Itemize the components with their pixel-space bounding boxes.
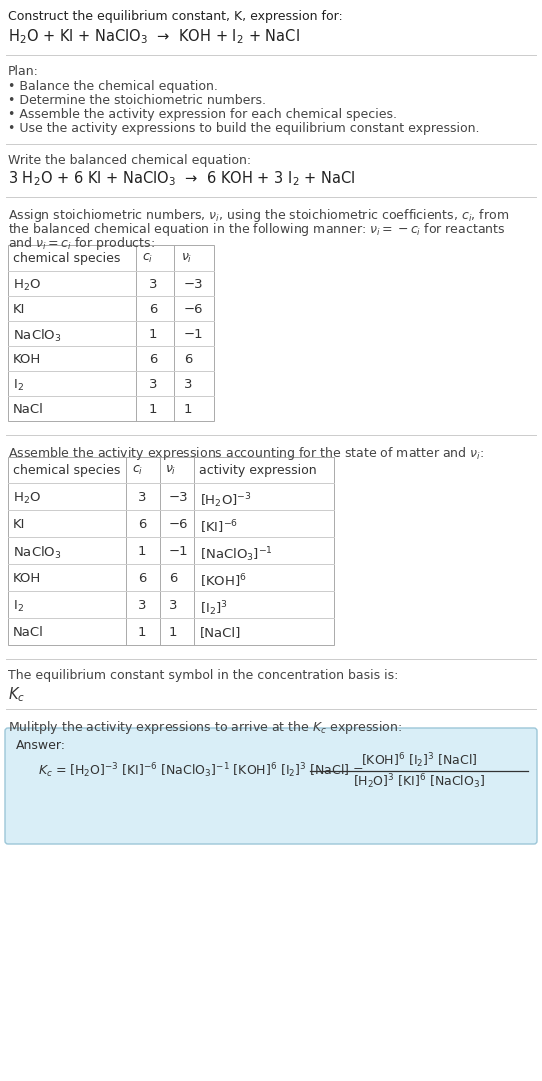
Text: 3: 3: [138, 491, 146, 504]
Text: H$_2$O: H$_2$O: [13, 491, 41, 506]
Text: 6: 6: [169, 572, 177, 585]
Text: −6: −6: [184, 303, 203, 316]
Text: 1: 1: [169, 626, 177, 639]
Text: I$_2$: I$_2$: [13, 378, 24, 393]
Text: Assign stoichiometric numbers, $\nu_i$, using the stoichiometric coefficients, $: Assign stoichiometric numbers, $\nu_i$, …: [8, 206, 509, 224]
Text: [H$_2$O]$^{-3}$: [H$_2$O]$^{-3}$: [200, 491, 251, 510]
Text: $\nu_i$: $\nu_i$: [181, 252, 192, 265]
Text: [NaCl]: [NaCl]: [200, 626, 241, 639]
Text: [H$_2$O]$^3$ [KI]$^6$ [NaClO$_3$]: [H$_2$O]$^3$ [KI]$^6$ [NaClO$_3$]: [353, 772, 485, 790]
Bar: [8, 245, 214, 421]
Text: 3 H$_2$O + 6 KI + NaClO$_3$  →  6 KOH + 3 I$_2$ + NaCl: 3 H$_2$O + 6 KI + NaClO$_3$ → 6 KOH + 3 …: [8, 169, 356, 188]
Text: 3: 3: [149, 378, 158, 391]
Text: 3: 3: [138, 599, 146, 612]
Text: 1: 1: [149, 403, 158, 416]
Text: Construct the equilibrium constant, K, expression for:: Construct the equilibrium constant, K, e…: [8, 10, 343, 23]
Text: 1: 1: [184, 403, 192, 416]
Text: and $\nu_i = c_i$ for products:: and $\nu_i = c_i$ for products:: [8, 235, 155, 252]
Text: KOH: KOH: [13, 572, 41, 585]
Text: KOH: KOH: [13, 353, 41, 366]
Text: chemical species: chemical species: [13, 464, 120, 477]
Text: Write the balanced chemical equation:: Write the balanced chemical equation:: [8, 154, 251, 166]
Text: 3: 3: [184, 378, 192, 391]
Text: −3: −3: [184, 278, 204, 291]
Text: [KOH]$^6$ [I$_2$]$^3$ [NaCl]: [KOH]$^6$ [I$_2$]$^3$ [NaCl]: [361, 751, 478, 770]
Text: $K_c$ = [H$_2$O]$^{-3}$ [KI]$^{-6}$ [NaClO$_3$]$^{-1}$ [KOH]$^6$ [I$_2$]$^3$ [Na: $K_c$ = [H$_2$O]$^{-3}$ [KI]$^{-6}$ [NaC…: [38, 761, 364, 779]
Text: • Determine the stoichiometric numbers.: • Determine the stoichiometric numbers.: [8, 94, 266, 107]
Text: −1: −1: [169, 545, 189, 558]
Text: the balanced chemical equation in the following manner: $\nu_i = -c_i$ for react: the balanced chemical equation in the fo…: [8, 221, 506, 238]
Text: 6: 6: [138, 572, 146, 585]
Text: 6: 6: [149, 353, 157, 366]
Text: −1: −1: [184, 328, 204, 341]
Text: 6: 6: [149, 303, 157, 316]
Text: [I$_2$]$^3$: [I$_2$]$^3$: [200, 599, 228, 617]
Bar: [8, 457, 334, 645]
FancyBboxPatch shape: [5, 728, 537, 844]
Text: • Balance the chemical equation.: • Balance the chemical equation.: [8, 80, 218, 93]
Text: $\nu_i$: $\nu_i$: [165, 464, 176, 477]
Text: • Assemble the activity expression for each chemical species.: • Assemble the activity expression for e…: [8, 108, 397, 121]
Text: • Use the activity expressions to build the equilibrium constant expression.: • Use the activity expressions to build …: [8, 122, 480, 135]
Text: $K_c$: $K_c$: [8, 685, 25, 704]
Text: 1: 1: [138, 545, 146, 558]
Text: NaCl: NaCl: [13, 626, 44, 639]
Text: 3: 3: [149, 278, 158, 291]
Text: [KOH]$^6$: [KOH]$^6$: [200, 572, 247, 589]
Text: −6: −6: [169, 518, 189, 531]
Text: $c_i$: $c_i$: [142, 252, 153, 265]
Text: KI: KI: [13, 303, 25, 316]
Text: NaCl: NaCl: [13, 403, 44, 416]
Text: −3: −3: [169, 491, 189, 504]
Text: The equilibrium constant symbol in the concentration basis is:: The equilibrium constant symbol in the c…: [8, 669, 398, 682]
Text: 3: 3: [169, 599, 177, 612]
Text: 6: 6: [184, 353, 192, 366]
Text: Assemble the activity expressions accounting for the state of matter and $\nu_i$: Assemble the activity expressions accoun…: [8, 445, 485, 462]
Text: Plan:: Plan:: [8, 65, 39, 78]
Text: 1: 1: [138, 626, 146, 639]
Text: H$_2$O + KI + NaClO$_3$  →  KOH + I$_2$ + NaCl: H$_2$O + KI + NaClO$_3$ → KOH + I$_2$ + …: [8, 27, 300, 45]
Text: 1: 1: [149, 328, 158, 341]
Text: NaClO$_3$: NaClO$_3$: [13, 328, 62, 344]
Text: $c_i$: $c_i$: [132, 464, 143, 477]
Text: Answer:: Answer:: [16, 739, 66, 752]
Text: Mulitply the activity expressions to arrive at the $K_c$ expression:: Mulitply the activity expressions to arr…: [8, 719, 402, 736]
Text: activity expression: activity expression: [199, 464, 317, 477]
Text: [KI]$^{-6}$: [KI]$^{-6}$: [200, 518, 238, 535]
Text: NaClO$_3$: NaClO$_3$: [13, 545, 62, 561]
Text: [NaClO$_3$]$^{-1}$: [NaClO$_3$]$^{-1}$: [200, 545, 273, 563]
Text: H$_2$O: H$_2$O: [13, 278, 41, 293]
Text: chemical species: chemical species: [13, 252, 120, 265]
Text: 6: 6: [138, 518, 146, 531]
Text: I$_2$: I$_2$: [13, 599, 24, 614]
Text: KI: KI: [13, 518, 25, 531]
